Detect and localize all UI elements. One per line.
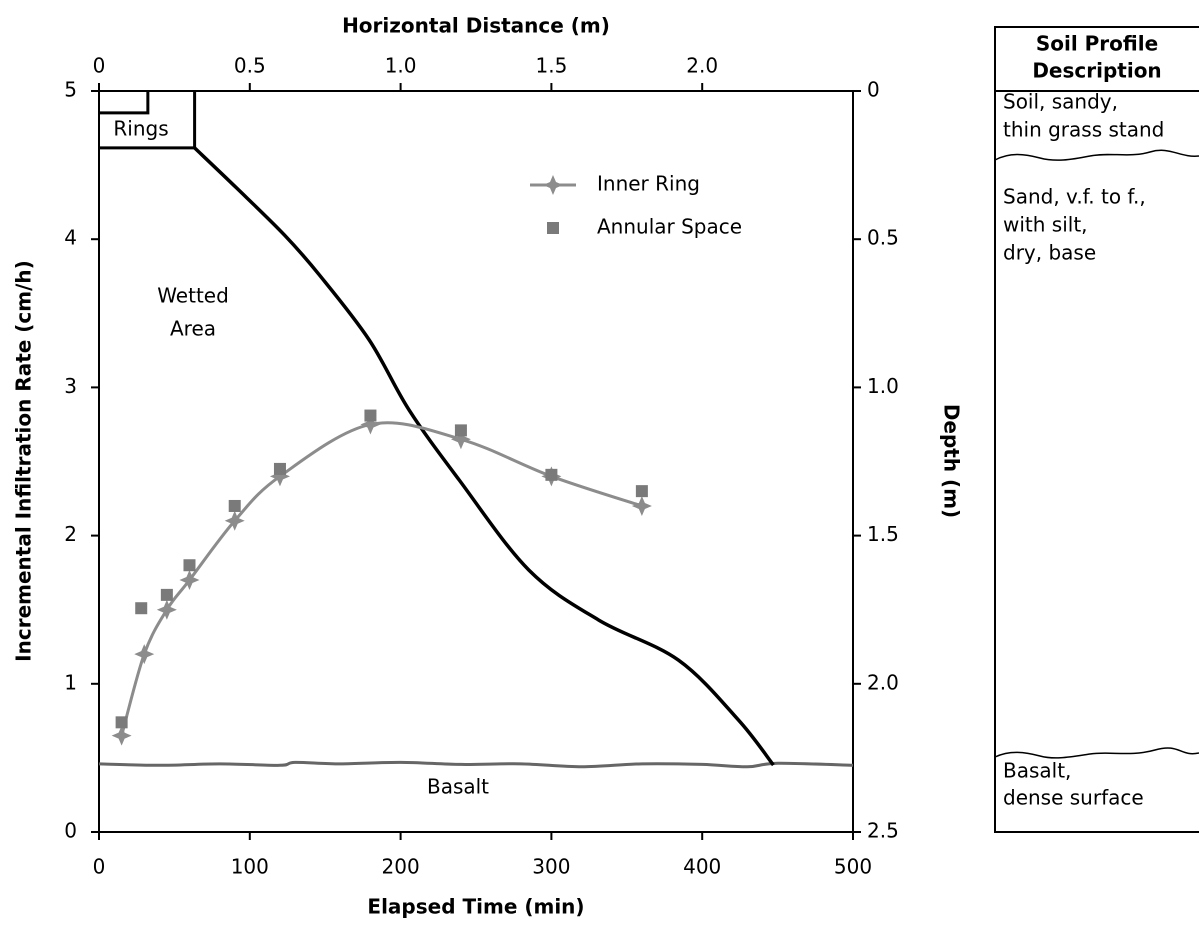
panel-frame xyxy=(994,26,1199,833)
layer-description: dry, base xyxy=(1003,241,1096,265)
x-tick-label: 300 xyxy=(532,855,570,879)
layer-description: Sand, v.f. to f., xyxy=(1003,185,1146,209)
y2-tick-label: 0.5 xyxy=(867,226,899,250)
marker xyxy=(364,409,377,422)
y-tick-label: 4 xyxy=(64,226,77,250)
y2-tick-label: 2.0 xyxy=(867,670,899,694)
marker xyxy=(360,414,381,435)
layer-description: thin grass stand xyxy=(1003,118,1164,142)
layer-description: Basalt, xyxy=(1003,759,1071,783)
x2-axis-title: Horizontal Distance (m) xyxy=(342,14,610,38)
marker xyxy=(454,424,467,437)
layer-description: Soil, sandy, xyxy=(1003,90,1118,114)
basalt-surface xyxy=(98,760,854,769)
x2-tick-label: 0.5 xyxy=(234,54,266,78)
marker xyxy=(111,725,132,746)
marker xyxy=(635,485,648,498)
y-tick-label: 5 xyxy=(64,78,77,102)
marker xyxy=(269,466,290,487)
x-tick-label: 200 xyxy=(382,855,420,879)
annotation: Rings xyxy=(113,117,168,141)
y-tick-label: 1 xyxy=(64,670,77,694)
legend-label: Inner Ring xyxy=(597,172,700,196)
marker xyxy=(135,602,148,615)
plot-frame xyxy=(98,90,854,833)
annotation: Area xyxy=(170,317,216,341)
marker xyxy=(631,495,652,516)
y-tick-label: 2 xyxy=(64,522,77,546)
legend-marker xyxy=(543,175,563,195)
y2-tick-label: 0 xyxy=(867,78,880,102)
x2-tick-label: 1.5 xyxy=(535,54,567,78)
layer-boundary xyxy=(994,149,1199,161)
panel-title: Description xyxy=(1032,59,1161,83)
marker xyxy=(179,570,200,591)
marker xyxy=(115,716,128,729)
y-tick-label: 3 xyxy=(64,374,77,398)
x-tick-label: 0 xyxy=(93,855,106,879)
legend-label: Annular Space xyxy=(597,215,742,239)
outer-ring xyxy=(99,91,197,150)
legend-marker xyxy=(547,222,559,234)
layer-description: dense surface xyxy=(1003,786,1144,810)
wetting-front xyxy=(193,146,775,767)
x2-tick-label: 0 xyxy=(93,54,106,78)
y-axis-title: Incremental Infiltration Rate (cm/h) xyxy=(12,260,36,662)
marker xyxy=(134,644,155,665)
layer-boundary xyxy=(994,747,1199,759)
panel-title: Soil Profile xyxy=(1036,32,1158,56)
layer-description: with silt, xyxy=(1003,213,1088,237)
marker xyxy=(450,429,471,450)
series-line xyxy=(120,421,643,737)
marker xyxy=(273,462,286,475)
inner-ring xyxy=(99,91,150,115)
y2-tick-label: 1.0 xyxy=(867,374,899,398)
marker xyxy=(156,599,177,620)
x2-tick-label: 1.0 xyxy=(385,54,417,78)
marker xyxy=(160,588,173,601)
annotation: Basalt xyxy=(427,775,489,799)
y2-tick-label: 2.5 xyxy=(867,819,899,843)
x-tick-label: 100 xyxy=(231,855,269,879)
x-tick-label: 400 xyxy=(683,855,721,879)
y-tick-label: 0 xyxy=(64,819,77,843)
x-tick-label: 500 xyxy=(834,855,872,879)
y2-axis-title: Depth (m) xyxy=(940,404,964,518)
annotation: Wetted xyxy=(157,284,229,308)
x2-tick-label: 2.0 xyxy=(686,54,718,78)
marker xyxy=(545,468,558,481)
x-axis-title: Elapsed Time (min) xyxy=(367,895,584,919)
marker xyxy=(183,559,196,572)
marker xyxy=(228,499,241,512)
marker xyxy=(224,510,245,531)
soil-profile: Soil Profile Description Soil, sandy, thi… xyxy=(994,26,1199,833)
y2-tick-label: 1.5 xyxy=(867,522,899,546)
